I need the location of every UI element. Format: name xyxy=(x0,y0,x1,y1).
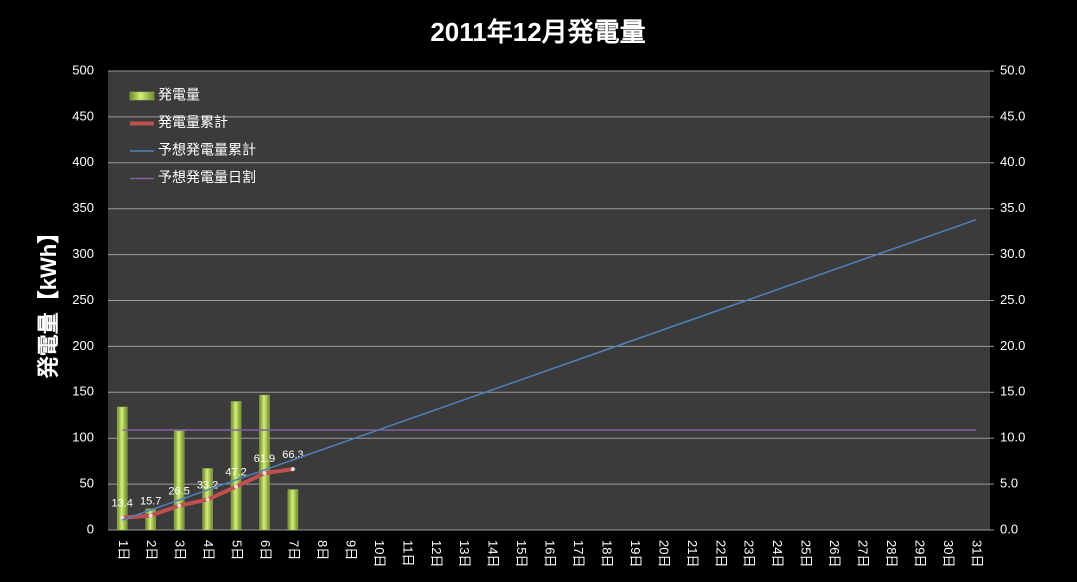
data-label: 61.9 xyxy=(254,453,275,465)
y-tick-label: 200 xyxy=(72,338,94,353)
x-tick-label: 27日 xyxy=(856,540,871,567)
y2-tick-label: 25.0 xyxy=(1000,292,1025,307)
x-tick-label: 2日 xyxy=(144,540,159,560)
x-tick-label: 12日 xyxy=(429,540,444,567)
y2-tick-label: 0.0 xyxy=(1000,521,1018,536)
x-tick-label: 4日 xyxy=(201,540,216,560)
y2-tick-label: 35.0 xyxy=(1000,200,1025,215)
legend-label: 予想発電量累計 xyxy=(158,142,256,158)
x-tick-label: 31日 xyxy=(969,540,984,567)
marker xyxy=(290,467,295,472)
x-tick-label: 5日 xyxy=(230,540,245,560)
bar xyxy=(145,508,156,531)
x-tick-label: 1日 xyxy=(116,540,131,560)
legend-label: 予想発電量日割 xyxy=(158,169,256,185)
x-tick-label: 8日 xyxy=(315,540,330,560)
x-tick-label: 21日 xyxy=(685,540,700,567)
x-tick-label: 10日 xyxy=(372,540,387,567)
y-tick-label: 300 xyxy=(72,246,94,261)
x-tick-label: 29日 xyxy=(912,540,927,567)
bar xyxy=(287,489,299,531)
line xyxy=(121,219,977,521)
x-tick-label: 15日 xyxy=(514,540,529,567)
y2-tick-label: 40.0 xyxy=(1000,154,1025,169)
x-tick-label: 23日 xyxy=(742,540,757,567)
bar xyxy=(259,394,270,531)
bar xyxy=(230,401,242,531)
y-tick-label: 100 xyxy=(72,430,94,445)
x-tick-label: 16日 xyxy=(543,540,558,567)
bar xyxy=(116,406,128,531)
y-tick-label: 50 xyxy=(80,476,94,491)
x-tick-label: 28日 xyxy=(884,540,899,567)
bar xyxy=(173,430,185,531)
x-tick-label: 11日 xyxy=(400,540,415,567)
y2-tick-label: 50.0 xyxy=(1000,62,1025,77)
x-tick-label: 17日 xyxy=(571,540,586,567)
legend-label: 発電量 xyxy=(158,87,200,103)
x-tick-label: 3日 xyxy=(173,540,188,560)
y2-tick-label: 5.0 xyxy=(1000,476,1018,491)
data-label: 15.7 xyxy=(140,495,161,507)
x-tick-label: 26日 xyxy=(827,540,842,567)
x-tick-label: 24日 xyxy=(770,540,785,567)
marker xyxy=(120,515,125,520)
y2-tick-label: 15.0 xyxy=(1000,384,1025,399)
x-tick-label: 25日 xyxy=(799,540,814,567)
y2-tick-label: 30.0 xyxy=(1000,246,1025,261)
x-tick-label: 30日 xyxy=(941,540,956,567)
y-tick-label: 400 xyxy=(72,154,94,169)
y2-tick-label: 10.0 xyxy=(1000,430,1025,445)
chart-title: 2011年12月発電量 xyxy=(430,17,645,47)
marker xyxy=(148,513,153,518)
x-tick-label: 18日 xyxy=(599,540,614,567)
data-label: 26.5 xyxy=(168,486,189,498)
marker xyxy=(177,503,182,508)
y-tick-label: 0 xyxy=(87,521,94,536)
legend-swatch xyxy=(129,91,155,101)
y-axis-label: 発電量【kWh】 xyxy=(36,222,61,379)
x-tick-label: 7日 xyxy=(286,540,301,560)
marker xyxy=(205,497,210,502)
legend-label: 発電量累計 xyxy=(158,114,228,130)
y-tick-label: 450 xyxy=(72,108,94,123)
x-tick-label: 13日 xyxy=(457,540,472,567)
x-tick-label: 6日 xyxy=(258,540,273,560)
y-tick-label: 250 xyxy=(72,292,94,307)
y2-tick-label: 20.0 xyxy=(1000,338,1025,353)
data-label: 47.2 xyxy=(225,467,246,479)
x-tick-label: 14日 xyxy=(486,540,501,567)
x-tick-label: 22日 xyxy=(713,540,728,567)
data-label: 13.4 xyxy=(112,498,133,510)
x-tick-label: 19日 xyxy=(628,540,643,567)
y2-tick-label: 45.0 xyxy=(1000,108,1025,123)
x-tick-label: 20日 xyxy=(656,540,671,567)
y-tick-label: 150 xyxy=(72,384,94,399)
x-tick-label: 9日 xyxy=(343,540,358,560)
marker xyxy=(262,471,267,476)
y-tick-label: 500 xyxy=(72,62,94,77)
y-tick-label: 350 xyxy=(72,200,94,215)
marker xyxy=(234,484,239,489)
